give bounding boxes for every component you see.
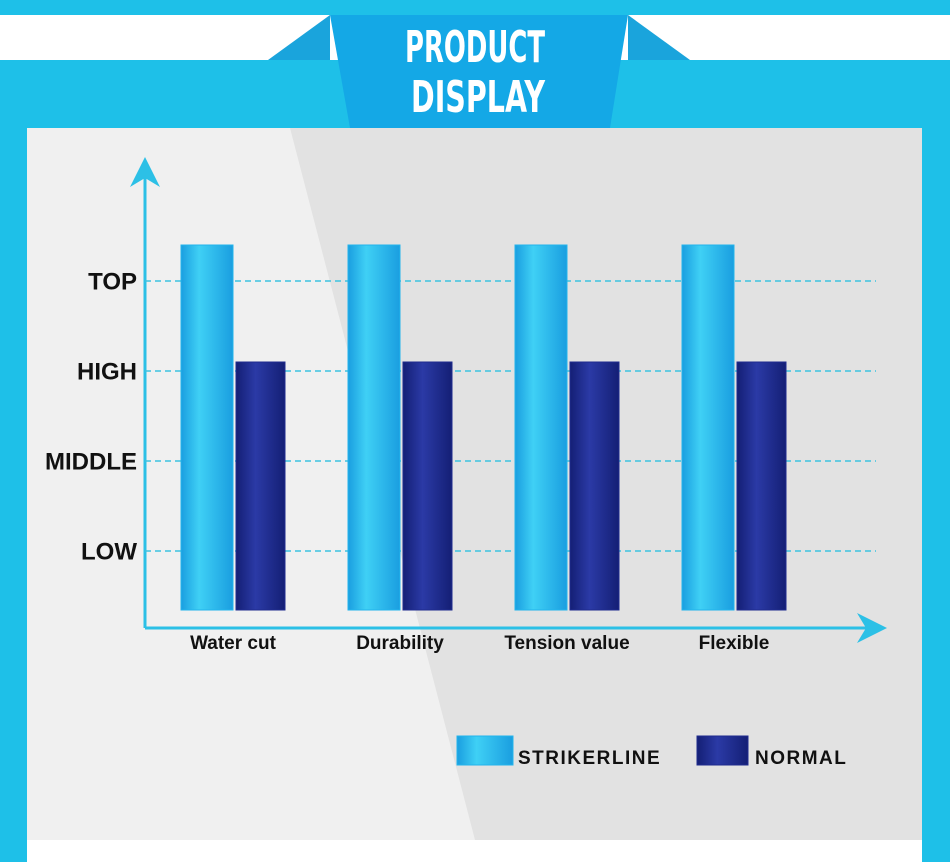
legend-label: NORMAL (755, 748, 847, 769)
bar (347, 244, 401, 611)
bar (514, 244, 568, 611)
bar (235, 361, 286, 611)
bar (681, 244, 735, 611)
x-tick-label: Water cut (190, 633, 277, 654)
bar (180, 244, 234, 611)
bar (569, 361, 620, 611)
x-tick-label: Tension value (504, 633, 629, 654)
header-title: DISPLAY (411, 72, 546, 123)
y-tick-label: MIDDLE (45, 448, 137, 475)
header-wing (268, 15, 330, 60)
x-tick-label: Durability (356, 633, 444, 654)
y-tick-label: HIGH (77, 358, 137, 385)
bar (402, 361, 453, 611)
bottom-stripe (27, 840, 922, 862)
x-tick-label: Flexible (699, 633, 770, 654)
header-wing (628, 15, 690, 60)
bar (736, 361, 787, 611)
header-banner (330, 15, 628, 128)
legend-swatch (696, 735, 749, 766)
legend-swatch (456, 735, 514, 766)
y-tick-label: TOP (88, 268, 137, 295)
y-tick-label: LOW (81, 538, 137, 565)
legend-label: STRIKERLINE (518, 748, 661, 769)
header-title: PRODUCT (405, 22, 545, 73)
